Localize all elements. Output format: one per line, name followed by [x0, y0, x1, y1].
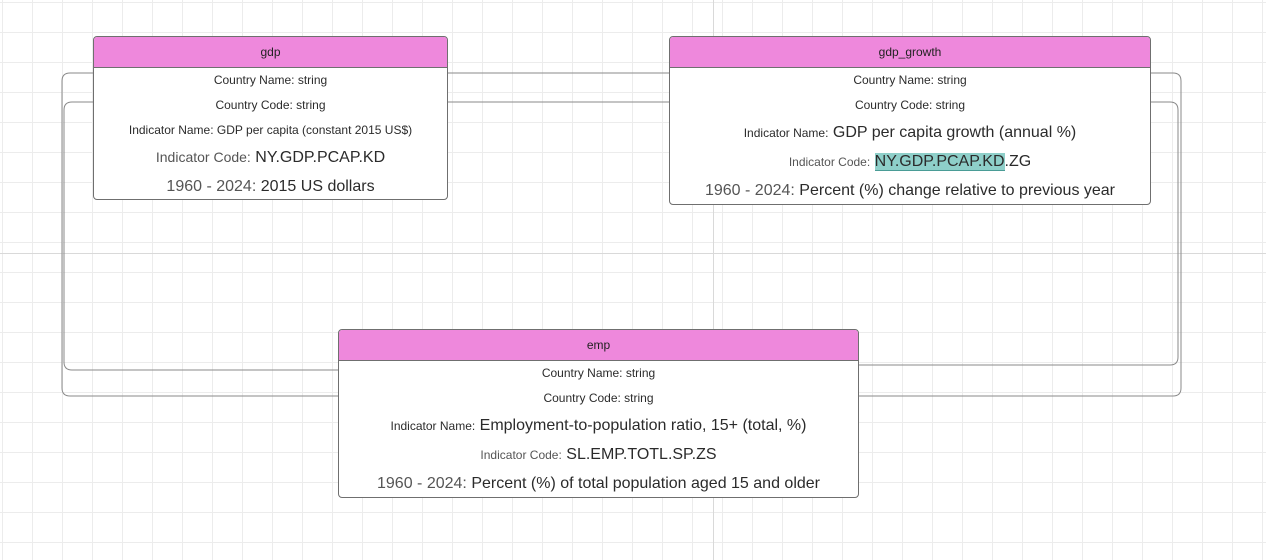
gdp-growth-indicator-name-label: Indicator Name: — [743, 126, 829, 140]
emp-indicator-code-value: SL.EMP.TOTL.SP.ZS — [566, 446, 717, 463]
gdp-field-country-name[interactable]: Country Name: string — [213, 73, 328, 87]
gdp-growth-indicator-code-label: Indicator Code: — [788, 155, 871, 169]
gdp-field-country-code[interactable]: Country Code: string — [215, 98, 326, 112]
entity-emp-header[interactable]: emp — [339, 330, 858, 361]
entity-gdp-growth[interactable]: gdp_growth Country Name: string Country … — [669, 36, 1151, 205]
emp-indicator-code-label: Indicator Code: — [480, 448, 562, 462]
emp-field-indicator-name[interactable]: Indicator Name: Employment-to-population… — [339, 411, 858, 440]
emp-years-value: Percent (%) of total population aged 15 … — [471, 475, 820, 492]
gdp-indicator-code-value: NY.GDP.PCAP.KD — [255, 149, 386, 166]
gdp-growth-field-country-name[interactable]: Country Name: string — [853, 73, 967, 87]
gdp-growth-field-indicator-name[interactable]: Indicator Name: GDP per capita growth (a… — [670, 118, 1150, 147]
gdp-growth-field-country-code[interactable]: Country Code: string — [854, 98, 966, 112]
emp-field-country-name[interactable]: Country Name: string — [541, 366, 656, 380]
gdp-growth-field-years[interactable]: 1960 - 2024: Percent (%) change relative… — [670, 176, 1150, 204]
gdp-growth-field-indicator-code[interactable]: Indicator Code: NY.GDP.PCAP.KD.ZG — [670, 147, 1150, 176]
gdp-growth-years-label: 1960 - 2024: — [704, 182, 795, 199]
gdp-field-indicator-name[interactable]: Indicator Name: GDP per capita (constant… — [128, 123, 413, 137]
grid-major-vertical — [713, 0, 714, 560]
gdp-indicator-code-label: Indicator Code: — [155, 149, 251, 165]
gdp-growth-indicator-code-selected-text[interactable]: NY.GDP.PCAP.KD — [874, 153, 1005, 171]
emp-field-country-code[interactable]: Country Code: string — [543, 391, 654, 405]
gdp-growth-indicator-code-suffix: .ZG — [1004, 153, 1032, 170]
gdp-growth-indicator-name-value: GDP per capita growth (annual %) — [832, 124, 1077, 141]
entity-gdp-growth-header[interactable]: gdp_growth — [670, 37, 1150, 68]
emp-field-indicator-code[interactable]: Indicator Code: SL.EMP.TOTL.SP.ZS — [339, 440, 858, 469]
grid-major-horizontal — [0, 253, 1266, 254]
emp-indicator-name-label: Indicator Name: — [390, 419, 476, 433]
emp-years-label: 1960 - 2024: — [377, 475, 467, 492]
emp-indicator-name-value: Employment-to-population ratio, 15+ (tot… — [479, 417, 807, 434]
gdp-field-years[interactable]: 1960 - 2024: 2015 US dollars — [94, 172, 447, 199]
gdp-growth-years-value: Percent (%) change relative to previous … — [799, 182, 1116, 199]
entity-gdp-header[interactable]: gdp — [94, 37, 447, 68]
connector-gdp-growth-country-code-to-emp[interactable] — [858, 101, 1179, 366]
emp-field-years[interactable]: 1960 - 2024: Percent (%) of total popula… — [339, 469, 858, 497]
gdp-field-indicator-code[interactable]: Indicator Code: NY.GDP.PCAP.KD — [94, 143, 447, 172]
gdp-years-value: 2015 US dollars — [260, 178, 375, 195]
entity-gdp[interactable]: gdp Country Name: string Country Code: s… — [93, 36, 448, 200]
connector-gdp-country-code-to-emp[interactable] — [63, 101, 338, 371]
gdp-years-label: 1960 - 2024: — [166, 178, 257, 195]
entity-emp[interactable]: emp Country Name: string Country Code: s… — [338, 329, 859, 498]
